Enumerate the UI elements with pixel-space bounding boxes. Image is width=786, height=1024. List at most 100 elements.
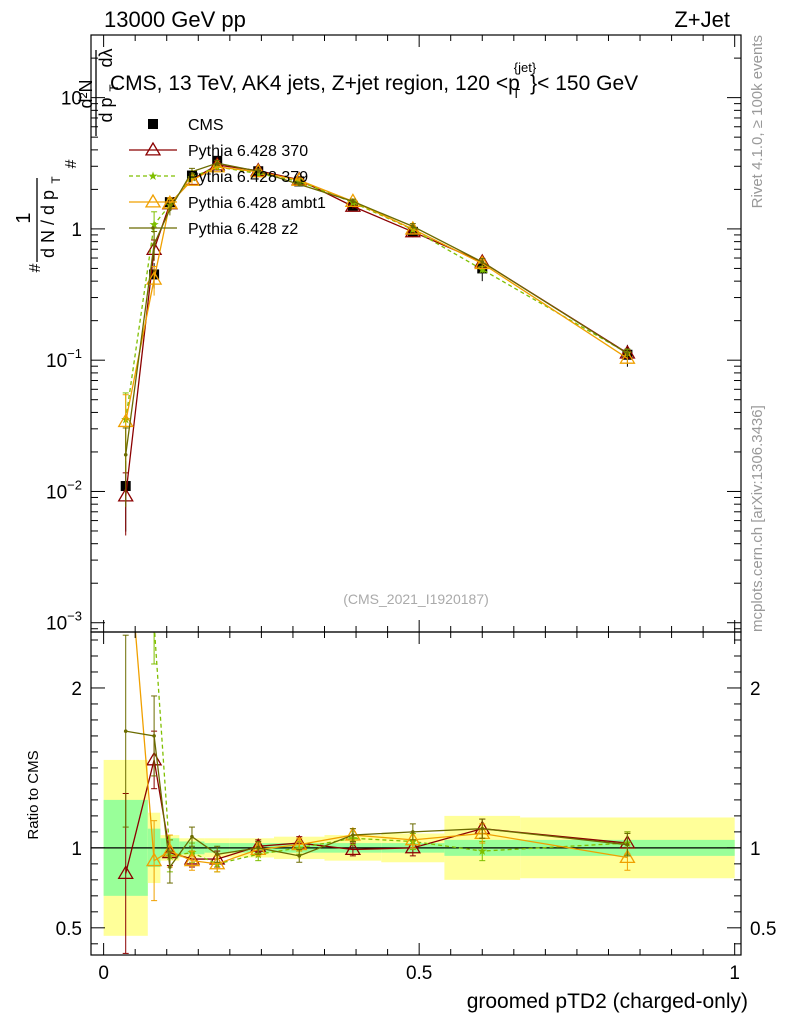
series-point-2-9	[474, 255, 491, 270]
ratio-point-3-0	[123, 729, 128, 733]
title-sup: {jet}	[514, 60, 537, 75]
legend-entry-1: ★ Pythia 6.428 379	[129, 169, 308, 186]
ratio-line-1	[153, 632, 628, 865]
ratio-tick-label-l-1: 1	[71, 839, 82, 860]
ratio-point-3-9	[480, 826, 485, 831]
ratio-point-3-8	[411, 830, 415, 834]
legend-label-1: Pythia 6.428 379	[188, 169, 308, 186]
x-tick-label-0: 0	[98, 963, 109, 984]
legend-label-0: Pythia 6.428 370	[188, 143, 308, 160]
ratio-point-2-3	[183, 852, 201, 867]
y-tick-label-4: 10	[61, 89, 82, 110]
series-point-1-9: ★	[477, 263, 488, 277]
x-axis-label: groomed pTD2 (charged-only)	[467, 990, 748, 1013]
series-point-0-7	[344, 198, 362, 212]
y-tick-label-2: 10−1	[46, 346, 82, 372]
legend: CMS Pythia 6.428 370 ★ Pythia 6.428 379 Pyth…	[129, 117, 326, 238]
ratio-point-2-8	[404, 831, 421, 846]
legend-marker-3	[151, 226, 155, 230]
watermark: (CMS_2021_I1920187)	[343, 591, 489, 607]
legend-entry-cms: CMS	[148, 117, 224, 134]
ratio-point-3-3	[190, 834, 194, 839]
series-point-3-3	[190, 169, 194, 174]
y-tick-exponent-1: −2	[67, 477, 82, 492]
y-tick-mantissa-4: 10	[61, 89, 82, 110]
ratio-point-3-10	[625, 842, 630, 847]
ratio-panel: ★★★★★★★★★	[91, 632, 741, 954]
series-point-2-4	[209, 158, 226, 173]
ratio-tick-label-l-0: 0.5	[56, 919, 82, 940]
legend-marker-1: ★	[148, 169, 159, 183]
y-tick-label-0: 10−3	[46, 609, 82, 635]
ylabel-n1: 1	[13, 212, 35, 223]
ratio-point-1-9: ★	[477, 844, 488, 858]
legend-label-cms: CMS	[188, 117, 224, 134]
legend-marker-cms	[148, 119, 158, 129]
series-point-3-4	[215, 161, 220, 165]
series-point-3-5	[256, 169, 261, 174]
ratio-point-3-1	[152, 734, 156, 738]
ratio-point-3-2	[168, 865, 172, 869]
y-tick-mantissa-1: 10	[46, 482, 67, 503]
y-axis-label: # 1 d N / d p T # d²N d p T dλ	[13, 48, 121, 272]
series-point-2-3	[183, 172, 201, 186]
series-point-3-2	[168, 207, 172, 212]
ylabel-d2: d p	[96, 97, 116, 122]
title-b: }< 150 GeV	[530, 72, 638, 95]
series-point-3-8	[411, 224, 415, 229]
series-point-3-10	[625, 351, 630, 356]
legend-marker-2	[144, 193, 162, 208]
ratio-tick-label-r-0: 0.5	[750, 919, 776, 940]
series-point-1-1: ★	[149, 218, 160, 232]
ratio-point-2-1	[145, 852, 163, 867]
ylabel-t2: T	[107, 84, 121, 92]
mcplots-label: mcplots.cern.ch [arXiv:1306.3436]	[749, 405, 766, 632]
y-tick-mantissa-3: 1	[71, 220, 82, 241]
ratio-plot-area: ★★★★★★★★★	[91, 632, 741, 954]
ratio-point-3-4	[215, 852, 220, 857]
main-plot-area: ★★★★★★★★★★★	[117, 155, 636, 536]
ratio-y-label: Ratio to CMS	[25, 750, 42, 839]
ylabel-d3: dλ	[96, 48, 116, 67]
main-panel: ★★★★★★★★★★★	[117, 155, 636, 536]
series-point-2-10	[619, 349, 636, 364]
ylabel-n2: d²N	[76, 79, 96, 108]
legend-label-3: Pythia 6.428 z2	[188, 221, 298, 238]
y-tick-exponent-0: −3	[67, 609, 82, 624]
series-3	[122, 159, 631, 508]
series-0	[117, 156, 636, 536]
ratio-point-2-10	[619, 849, 636, 864]
ratio-tick-label-l-2: 2	[71, 679, 82, 700]
y-tick-mantissa-0: 10	[46, 614, 67, 635]
series-point-2-1	[145, 270, 163, 285]
series-point-3-7	[351, 199, 355, 204]
legend-entry-2: Pythia 6.428 ambt1	[129, 193, 326, 212]
chart-title: CMS, 13 TeV, AK4 jets, Z+jet region, 120…	[110, 60, 638, 101]
ratio-point-0-7	[344, 841, 362, 856]
x-tick-label-2: 1	[729, 963, 740, 984]
series-point-3-6	[297, 182, 302, 187]
title-a: CMS, 13 TeV, AK4 jets, Z+jet region, 120…	[110, 72, 520, 95]
ratio-point-2-4	[209, 855, 226, 870]
y-tick-label-1: 10−2	[46, 477, 82, 503]
series-point-3-9	[480, 260, 485, 264]
legend-label-2: Pythia 6.428 ambt1	[188, 195, 326, 212]
ratio-point-0-0	[117, 865, 134, 880]
header-left: 13000 GeV pp	[104, 7, 246, 32]
ratio-point-3-5	[256, 846, 261, 850]
legend-entry-3: Pythia 6.428 z2	[129, 221, 298, 238]
legend-marker-0	[144, 141, 162, 156]
series-point-3-1	[152, 242, 156, 246]
series-line-0	[125, 164, 628, 497]
series-line-1	[125, 166, 628, 420]
ratio-frame	[90, 631, 742, 956]
ratio-series-1: ★★★★★★★★★	[122, 632, 633, 873]
series-point-3-0	[123, 452, 128, 457]
ratio-tick-label-r-1: 1	[750, 839, 761, 860]
y-tick-mantissa-2: 10	[46, 351, 67, 372]
ylabel-d1: d N / d p	[38, 190, 58, 258]
ratio-tick-label-r-2: 2	[750, 679, 761, 700]
ylabel-hash2: #	[63, 159, 80, 168]
